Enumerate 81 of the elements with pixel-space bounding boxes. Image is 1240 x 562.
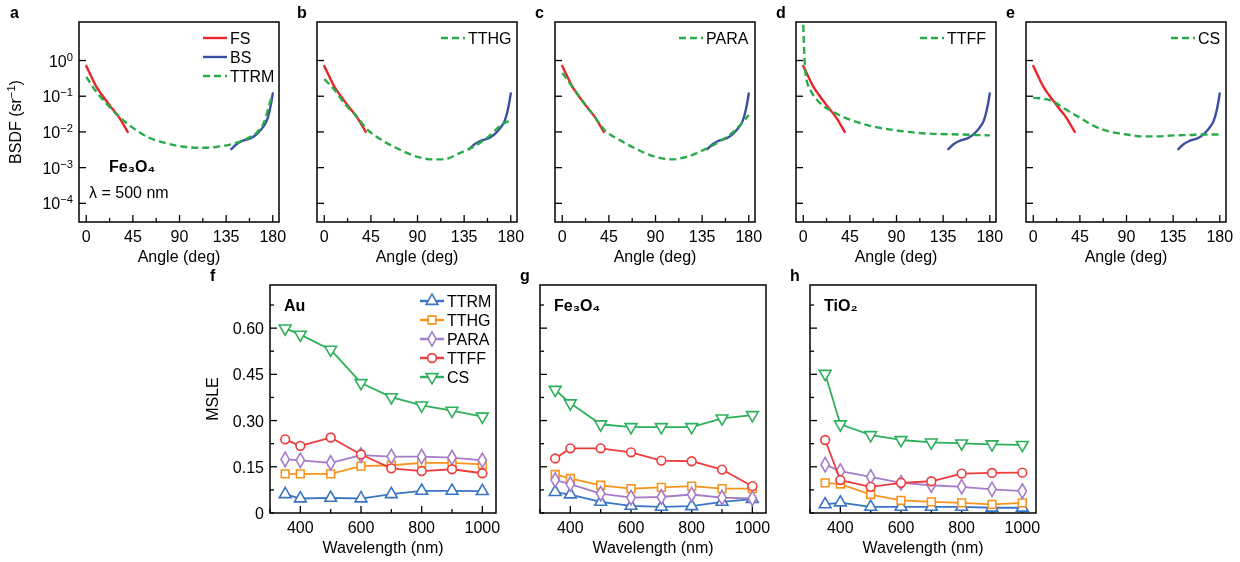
y-tick-label: 0.30	[232, 412, 265, 430]
x-tick-label: 45	[361, 228, 380, 245]
y-tick-label: 0.45	[232, 366, 265, 384]
x-tick-label: 45	[123, 228, 142, 245]
legend-label: FS	[230, 30, 251, 47]
x-tick-label: 0	[798, 228, 808, 245]
x-tick-label: 1000	[1004, 519, 1041, 536]
x-tick-label: 90	[408, 228, 427, 245]
x-tick-label: 45	[840, 228, 859, 245]
x-tick-label: 180	[497, 228, 525, 245]
x-tick-label: 400	[826, 519, 854, 536]
y-axis-title: MSLE	[204, 377, 221, 421]
x-tick-label: 45	[1070, 228, 1089, 245]
x-tick-label: 135	[1159, 228, 1187, 245]
y-tick-label: 10$^{−4}$	[42, 193, 73, 213]
x-axis-title: Wavelength (nm)	[322, 539, 444, 556]
legend-label: TTHG	[447, 312, 491, 329]
chart-title: d	[776, 4, 786, 21]
chart-title: a	[10, 4, 19, 21]
chart-title: h	[790, 267, 800, 284]
x-tick-label: 400	[286, 519, 314, 536]
annotation: λ = 500 nm	[89, 184, 169, 201]
annotation: Fe₃O₄	[554, 297, 601, 314]
chart-title: b	[297, 4, 307, 21]
legend-label: TTHG	[468, 30, 512, 47]
annotation: Au	[284, 297, 306, 314]
x-tick-label: 90	[646, 228, 665, 245]
x-axis-title: Wavelength (nm)	[592, 539, 714, 556]
y-tick-label: 0.60	[232, 320, 265, 338]
y-tick-label: 10$^{−2}$	[42, 121, 73, 141]
x-tick-label: 90	[170, 228, 189, 245]
x-tick-label: 180	[259, 228, 287, 245]
x-axis-title: Wavelength (nm)	[862, 539, 984, 556]
y-tick-label: 0.15	[232, 458, 265, 476]
y-tick-label: 10$^{0}$	[48, 50, 73, 70]
legend-label: TTFF	[947, 30, 987, 47]
y-tick-label: 0	[255, 505, 265, 522]
x-tick-label: 45	[599, 228, 618, 245]
x-tick-label: 0	[81, 228, 91, 245]
x-tick-label: 0	[557, 228, 567, 245]
x-axis-title: Angle (deg)	[137, 248, 221, 265]
x-tick-label: 400	[556, 519, 584, 536]
chart-title: c	[535, 4, 544, 21]
x-tick-label: 135	[212, 228, 240, 245]
legend-label: CS	[1198, 30, 1221, 47]
chart-title: e	[1006, 4, 1015, 21]
chart-title: f	[210, 267, 216, 284]
annotation: Fe₃O₄	[109, 158, 156, 175]
x-tick-label: 90	[887, 228, 906, 245]
x-tick-label: 600	[887, 519, 915, 536]
x-tick-label: 0	[319, 228, 329, 245]
x-tick-label: 180	[735, 228, 763, 245]
x-tick-label: 135	[450, 228, 478, 245]
chart-title: g	[520, 267, 530, 284]
x-axis-title: Angle (deg)	[1084, 248, 1168, 265]
x-tick-label: 180	[1206, 228, 1234, 245]
x-tick-label: 1000	[734, 519, 771, 536]
x-tick-label: 135	[688, 228, 716, 245]
legend-label: TTRM	[230, 68, 275, 85]
x-tick-label: 0	[1028, 228, 1038, 245]
legend-label: BS	[230, 49, 252, 66]
y-tick-label: 10$^{−3}$	[42, 157, 73, 177]
legend-label: TTFF	[447, 350, 487, 367]
x-tick-label: 800	[948, 519, 976, 536]
annotation: TiO₂	[824, 297, 858, 314]
x-axis-title: Angle (deg)	[854, 248, 938, 265]
x-tick-label: 600	[617, 519, 645, 536]
x-tick-label: 180	[976, 228, 1004, 245]
y-tick-label: 10$^{−1}$	[42, 86, 73, 106]
x-tick-label: 90	[1117, 228, 1136, 245]
legend-label: CS	[447, 369, 470, 386]
x-tick-label: 800	[678, 519, 706, 536]
x-tick-label: 1000	[464, 519, 501, 536]
x-tick-label: 800	[408, 519, 436, 536]
x-tick-label: 135	[929, 228, 957, 245]
x-tick-label: 600	[347, 519, 375, 536]
legend-label: PARA	[706, 30, 749, 47]
legend-label: TTRM	[447, 293, 492, 310]
x-axis-title: Angle (deg)	[613, 248, 697, 265]
legend-label: PARA	[447, 331, 490, 348]
x-axis-title: Angle (deg)	[375, 248, 459, 265]
